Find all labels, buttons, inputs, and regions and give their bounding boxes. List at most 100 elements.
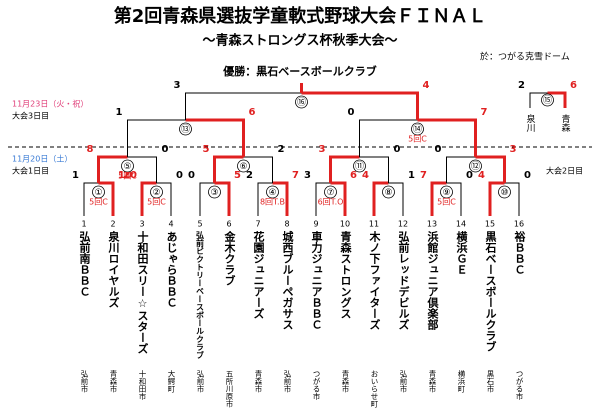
match-circle bbox=[541, 93, 554, 107]
score: 3 bbox=[319, 144, 326, 155]
team-number: 10 bbox=[340, 220, 350, 229]
score: 6 bbox=[570, 80, 577, 91]
score: 5 bbox=[234, 170, 241, 181]
match-circle bbox=[92, 185, 105, 199]
date: 11月20日（土） bbox=[12, 154, 72, 164]
score: 0 bbox=[524, 170, 531, 181]
team-number: 11 bbox=[369, 220, 379, 229]
team-number: 15 bbox=[485, 220, 495, 229]
bracket-line bbox=[359, 119, 418, 157]
team-town: 青森市 bbox=[254, 369, 263, 394]
match-circle bbox=[208, 185, 221, 199]
match-circle bbox=[382, 185, 395, 199]
score: 2 bbox=[246, 170, 253, 181]
win-path bbox=[417, 118, 477, 157]
match-note: 8回T.B bbox=[260, 198, 285, 207]
win-path bbox=[272, 181, 289, 216]
match-circle bbox=[440, 185, 453, 199]
team-name: 裕ＢＢＣ bbox=[513, 230, 527, 275]
team-town: 青森市 bbox=[341, 369, 350, 394]
score: 3 bbox=[174, 80, 181, 91]
team-town: 弘前市 bbox=[80, 370, 89, 394]
match-id: ⑨ bbox=[442, 188, 450, 198]
score: 1 bbox=[72, 170, 79, 181]
bracket-line bbox=[243, 156, 273, 183]
win-path bbox=[140, 181, 157, 216]
win-path bbox=[329, 155, 360, 183]
score: 0 bbox=[348, 107, 355, 118]
team-name: 金木クラブ bbox=[223, 230, 237, 286]
win-path bbox=[372, 181, 389, 216]
score: 2 bbox=[278, 144, 285, 155]
match-id: ⑬ bbox=[181, 124, 190, 135]
team-town: 十和田市 bbox=[138, 369, 147, 402]
match-note: 6回T.O bbox=[318, 198, 344, 207]
match-id: ③ bbox=[210, 188, 218, 198]
win-path bbox=[301, 91, 419, 120]
title: 第2回青森県選抜学童軟式野球大会ＦＩＮＡＬ bbox=[114, 5, 487, 27]
match-circle bbox=[411, 122, 424, 136]
match-note: 5回C bbox=[118, 172, 137, 181]
team-name: 花園ジュニアーズ bbox=[252, 230, 265, 319]
match-id: ⑧ bbox=[384, 188, 392, 198]
team-town: 五所川原市 bbox=[225, 370, 234, 409]
team-town: 弘前市 bbox=[399, 370, 408, 394]
match-circle bbox=[266, 185, 279, 199]
team-name: 弘前南ＢＢＣ bbox=[78, 231, 91, 297]
score: 7 bbox=[292, 170, 299, 181]
score: 4 bbox=[478, 170, 485, 181]
team-name: 城西ブルーペガサス bbox=[281, 230, 294, 330]
day-label: 大会3日目 bbox=[12, 111, 49, 121]
team-number: 13 bbox=[427, 220, 437, 229]
score: 4 bbox=[362, 170, 369, 181]
team-number: 1 bbox=[81, 220, 86, 229]
match-id: ⑭ bbox=[413, 124, 422, 135]
team-name: 木ノ下ファイターズ bbox=[368, 230, 382, 330]
subtitle: ～青森ストロングス杯秋季大会～ bbox=[202, 33, 397, 49]
score: 8 bbox=[87, 144, 94, 155]
match-id: ⑤ bbox=[123, 162, 131, 172]
bracket-line bbox=[127, 119, 186, 157]
team-number: 4 bbox=[168, 220, 173, 229]
score: 7 bbox=[481, 107, 488, 118]
team-town: 青森市 bbox=[428, 369, 437, 394]
bracket-line bbox=[529, 92, 548, 108]
win-path bbox=[98, 181, 115, 216]
day-label: 大会2日目 bbox=[546, 166, 583, 176]
match-id: ⑮ bbox=[543, 95, 552, 106]
team-number: 3 bbox=[139, 220, 144, 229]
team-town: 大鰐町 bbox=[167, 369, 176, 393]
team-number: 7 bbox=[255, 220, 260, 229]
score: 2 bbox=[518, 80, 525, 91]
team-town: 黒石市 bbox=[486, 370, 495, 394]
team-town: 弘前市 bbox=[283, 370, 292, 394]
score: 3 bbox=[304, 170, 311, 181]
win-path bbox=[214, 181, 231, 216]
score: 0 bbox=[162, 144, 169, 155]
team-name: 横浜ＧＥ bbox=[455, 230, 468, 275]
day-label: 大会1日目 bbox=[12, 166, 49, 176]
date: 11月23日（火・祝） bbox=[12, 99, 88, 109]
match-note: 5回C bbox=[408, 135, 427, 144]
team-town: つがる市 bbox=[515, 370, 524, 401]
score: 3 bbox=[510, 144, 517, 155]
bracket-line bbox=[185, 92, 302, 120]
team-number: 8 bbox=[284, 220, 289, 229]
bracket-line bbox=[446, 182, 462, 216]
team-town: 青森市 bbox=[109, 369, 118, 394]
match-id: ⑥ bbox=[239, 162, 247, 172]
bracket-line bbox=[504, 182, 520, 216]
win-path bbox=[330, 181, 347, 216]
team-name: 青森 bbox=[560, 113, 571, 133]
team-name: 泉川ロイヤルズ bbox=[107, 230, 121, 308]
match-id: ② bbox=[152, 188, 160, 198]
match-circle bbox=[150, 185, 163, 199]
score: 1 bbox=[408, 170, 415, 181]
bracket-line bbox=[359, 156, 389, 183]
team-number: 5 bbox=[197, 220, 202, 229]
match-circle bbox=[179, 122, 192, 136]
team-number: 16 bbox=[514, 220, 524, 229]
win-path bbox=[547, 91, 567, 108]
score: 0 bbox=[188, 170, 195, 181]
